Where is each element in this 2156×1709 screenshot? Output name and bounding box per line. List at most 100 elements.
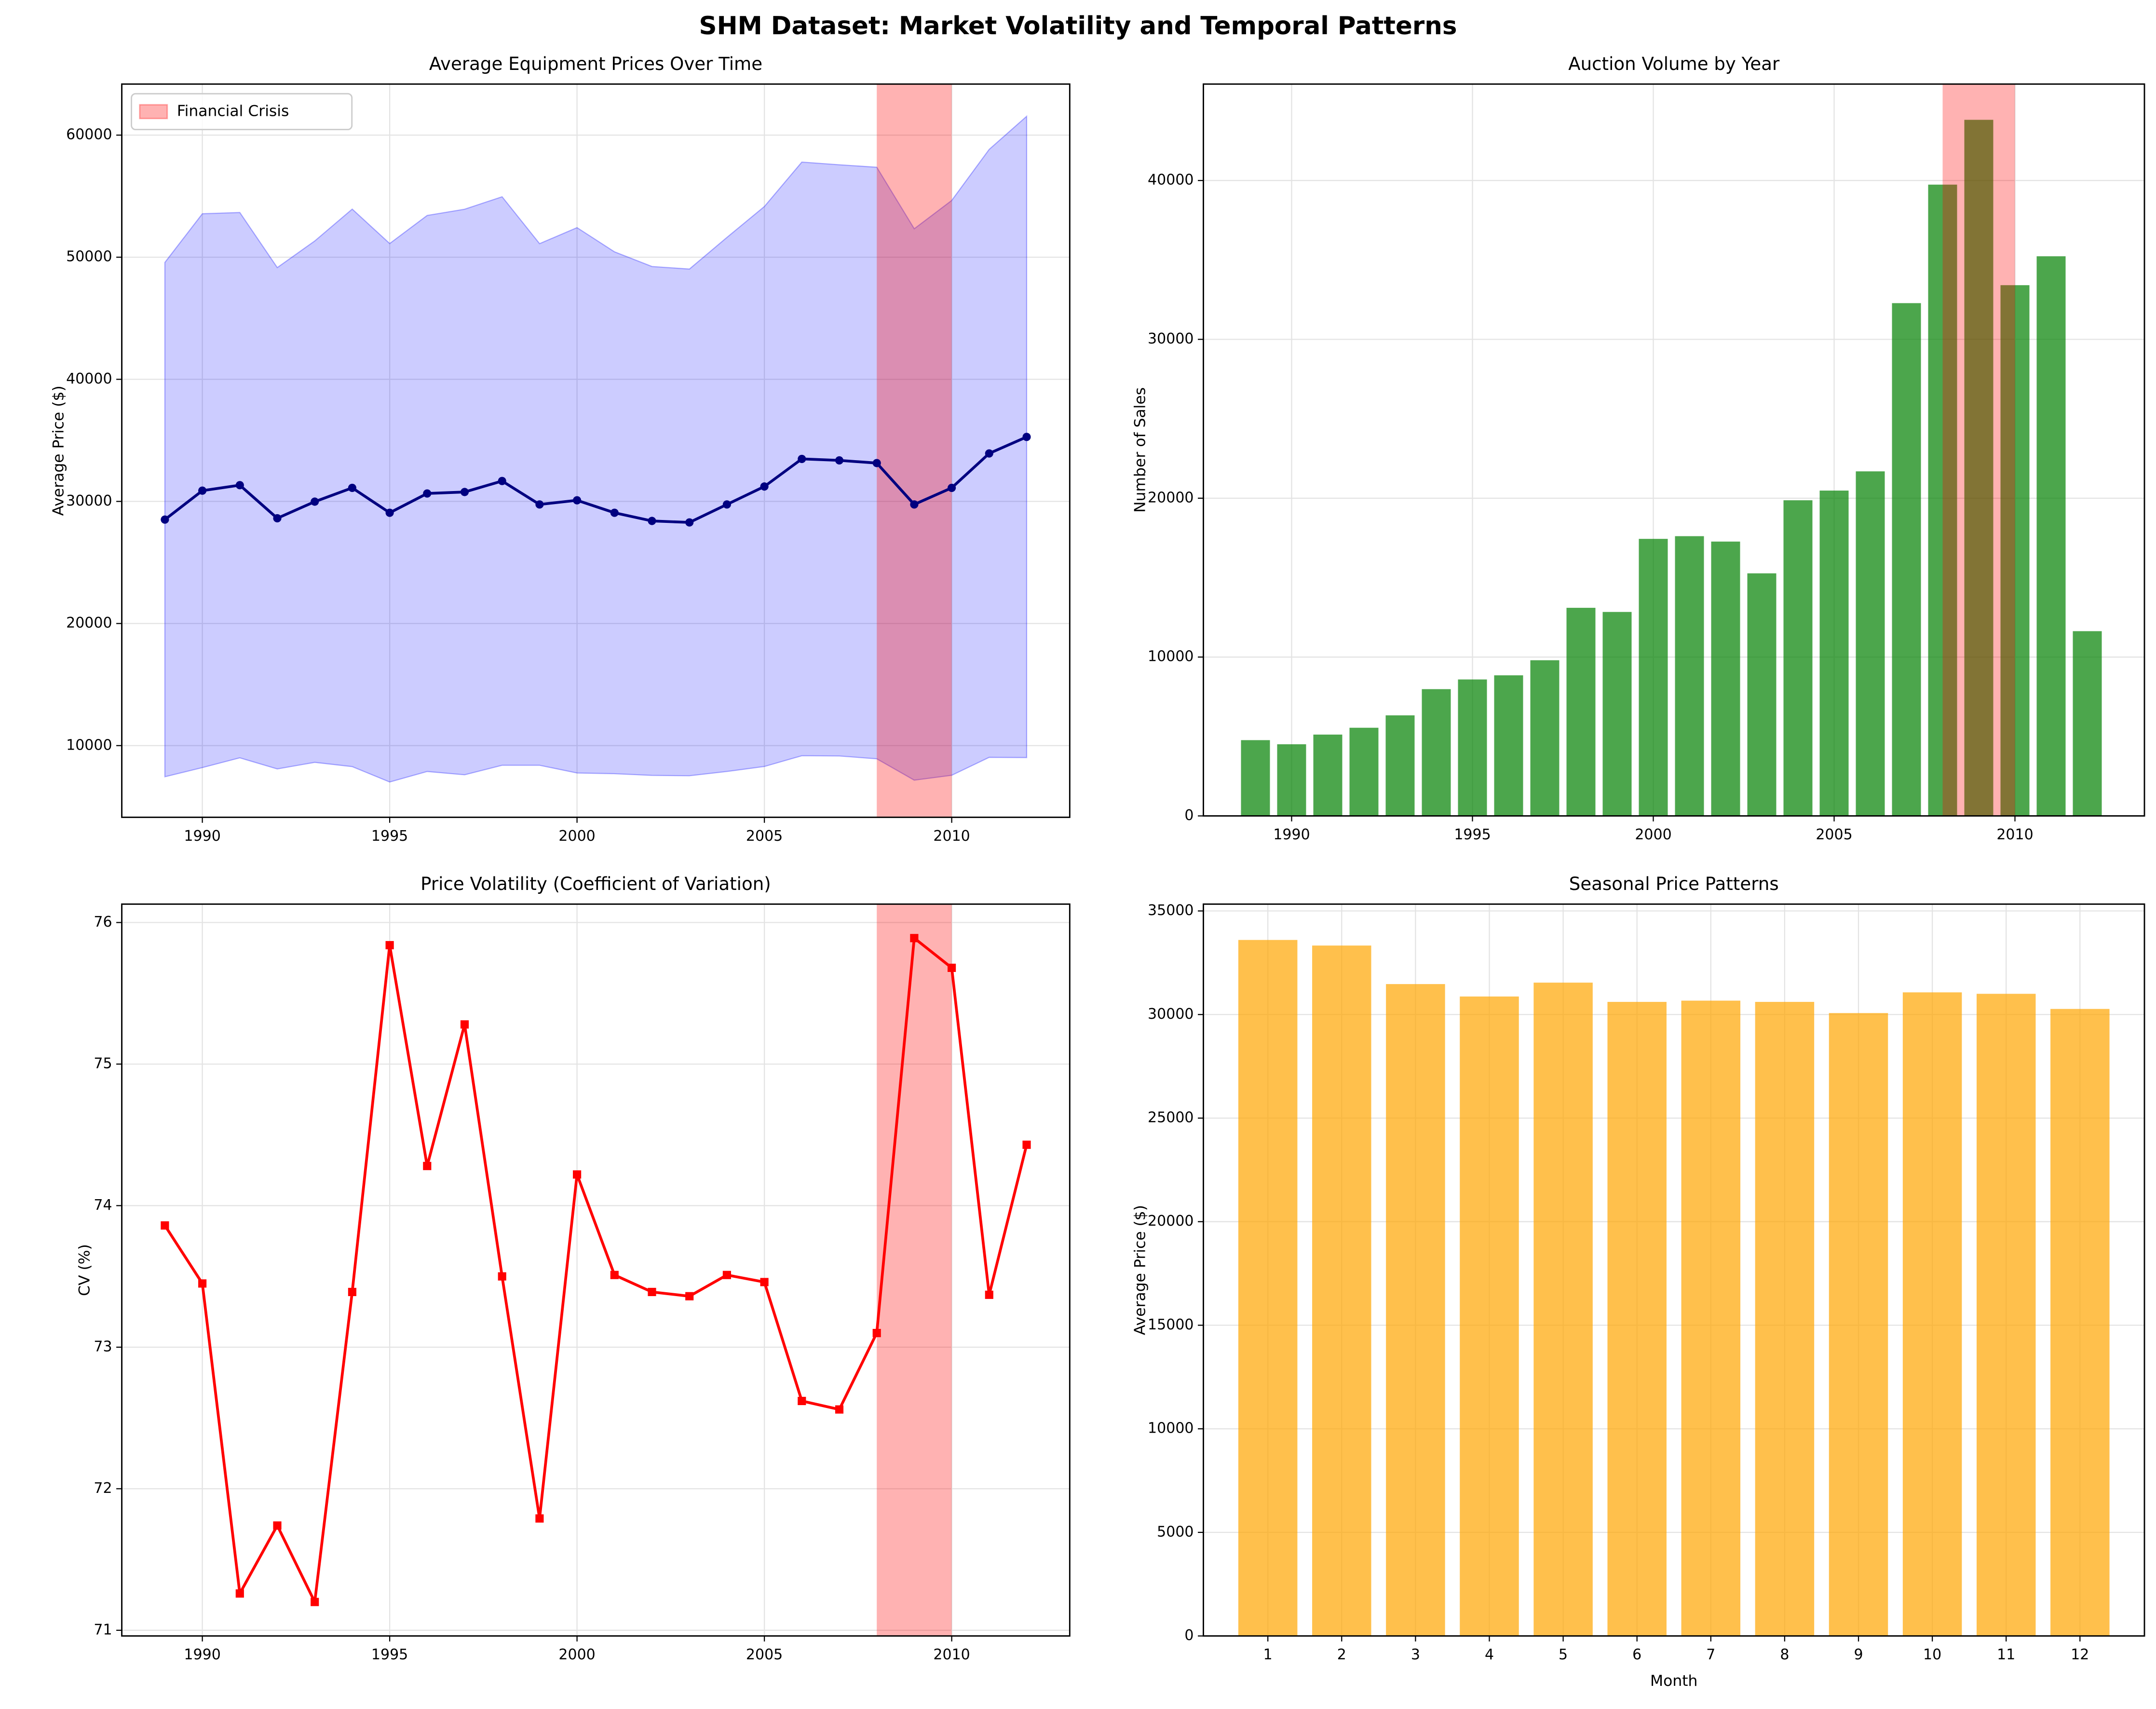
bar [1386,984,1445,1636]
point [1022,433,1031,441]
bar [2050,1009,2110,1636]
bar [1349,727,1379,816]
bar [1928,184,1957,816]
point [610,508,619,517]
bar [1829,1013,1888,1636]
bar [1277,744,1306,816]
y-tick-label: 75 [94,1055,112,1072]
point [835,456,844,465]
y-tick-label: 73 [94,1338,112,1355]
bar [1460,996,1519,1636]
x-tick-label: 11 [1997,1646,2015,1663]
x-tick-label: 1 [1263,1646,1273,1663]
point [573,1170,582,1179]
x-tick-label: 2000 [558,828,595,845]
x-tick-label: 1990 [184,828,220,845]
band-area [164,115,1028,783]
y-tick-label: 50000 [66,248,112,265]
bar [2073,631,2102,816]
y-tick-label: 30000 [66,492,112,509]
x-tick-label: 1990 [184,1646,220,1663]
point [273,1521,282,1530]
point [535,1514,544,1523]
x-tick-label: 1990 [1273,826,1310,843]
bar [1711,541,1740,816]
point [460,1020,469,1029]
point [910,500,919,509]
bar [1241,740,1270,816]
bar [2000,285,2030,816]
y-tick-label: 72 [94,1480,112,1497]
bar [1892,303,1921,816]
point [348,1287,356,1297]
point [760,1278,769,1286]
x-axis-label: Month [1650,1672,1697,1690]
bar [1755,1002,1815,1636]
x-tick-label: 1995 [371,1646,408,1663]
axes-frame [121,903,1071,1637]
y-tick-label: 71 [94,1621,112,1638]
y-tick-label: 0 [1184,807,1193,824]
point [161,515,169,524]
point [460,488,469,496]
y-tick-label: 25000 [1148,1109,1193,1126]
point [985,449,993,458]
y-tick-label: 60000 [66,126,112,143]
figure-title: SHM Dataset: Market Volatility and Tempo… [699,12,1457,41]
x-tick-label: 2000 [558,1646,595,1663]
panel-title: Price Volatility (Coefficient of Variati… [420,874,771,894]
panel-title: Seasonal Price Patterns [1569,874,1779,894]
x-tick-label: 2005 [746,1646,783,1663]
panel: 71 72 73 74 75 76 1990 1995 2000 2005 2010 Price Vo… [76,874,1071,1663]
x-tick-label: 2010 [933,1646,970,1663]
bar [1964,120,1993,816]
panel-title: Auction Volume by Year [1568,54,1780,74]
line [164,436,1028,524]
y-tick-label: 74 [94,1197,112,1214]
point [423,489,432,498]
legend-label: Financial Crisis [177,102,289,120]
panel-title: Average Equipment Prices Over Time [429,54,762,74]
bar [1458,679,1487,816]
x-tick-label: 1995 [371,828,408,845]
point [685,518,694,527]
x-tick-label: 12 [2071,1646,2089,1663]
y-tick-label: 10000 [1148,1420,1193,1437]
bar [2036,256,2066,816]
y-tick-label: 30000 [1148,330,1193,347]
point [385,941,394,950]
point [311,1598,319,1606]
point [235,1589,244,1598]
point [535,500,544,509]
point [498,1272,506,1281]
axes-frame [1203,83,2145,817]
point [910,934,919,943]
bar [1238,940,1298,1636]
point [872,1328,881,1338]
point [798,454,806,463]
point [722,500,731,509]
y-axis-label: Average Price ($) [1132,1205,1149,1335]
y-axis-label: Number of Sales [1132,387,1149,513]
point [685,1292,694,1300]
y-tick-label: 15000 [1148,1316,1193,1333]
x-tick-label: 2010 [1996,826,2033,843]
point [722,1271,731,1279]
bar [1566,608,1596,816]
y-tick-label: 20000 [1148,1213,1193,1230]
point [161,1221,169,1230]
bar [1385,715,1415,816]
point [985,1290,993,1299]
point [348,483,356,492]
x-tick-label: 3 [1411,1646,1420,1663]
x-tick-label: 2000 [1635,826,1671,843]
point [872,459,881,467]
y-tick-label: 20000 [66,615,112,631]
point [798,1396,806,1405]
y-axis-label: Average Price ($) [50,385,68,516]
point [835,1405,844,1414]
point [198,1279,207,1288]
